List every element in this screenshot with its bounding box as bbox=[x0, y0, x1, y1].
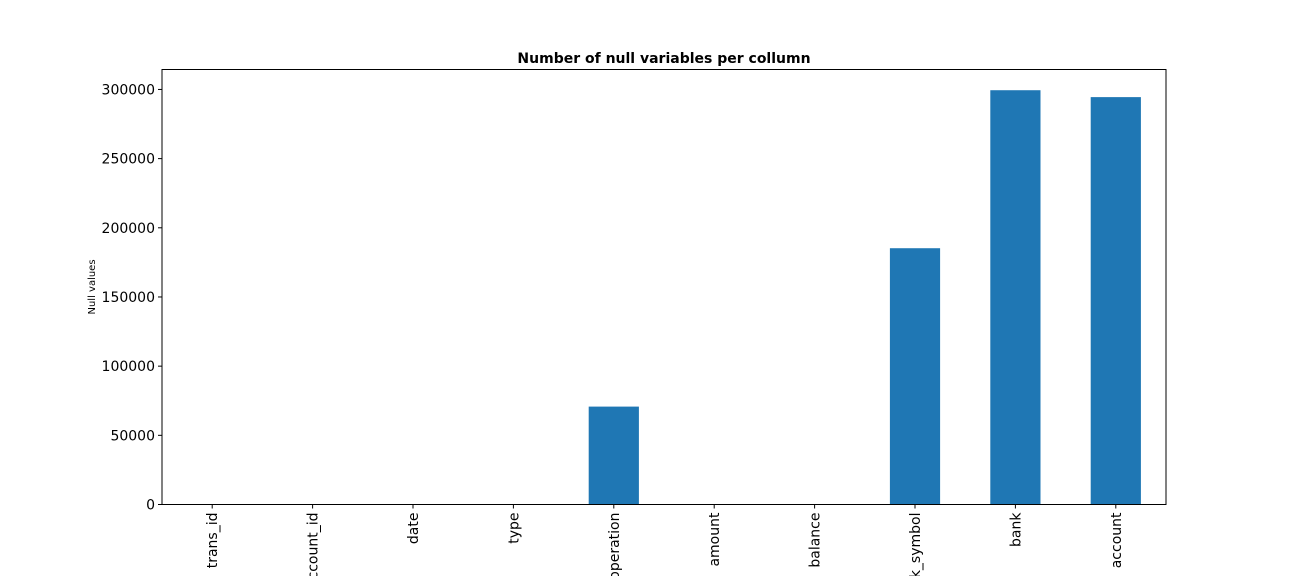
x-tick-label-operation: operation bbox=[607, 513, 623, 577]
x-tick-label-balance: balance bbox=[808, 513, 824, 568]
x-tick-label-account-id: account_id bbox=[306, 513, 322, 577]
plot-frame bbox=[161, 69, 1167, 505]
bar-k-symbol bbox=[889, 248, 941, 505]
bar-operation bbox=[588, 406, 639, 505]
y-axis-label: Null values bbox=[87, 259, 98, 314]
y-tick-label-250000: 250000 bbox=[102, 152, 155, 168]
bar-account bbox=[1090, 97, 1141, 505]
x-tick-label-type: type bbox=[506, 513, 522, 544]
x-tick-label-date: date bbox=[406, 513, 422, 545]
bars-group bbox=[588, 90, 1141, 505]
x-tick-label-trans-id: trans_id bbox=[205, 513, 221, 569]
x-axis-ticks: trans_id account_id date type operation amoun… bbox=[205, 504, 1125, 577]
y-tick-label-150000: 150000 bbox=[102, 290, 155, 306]
y-tick-label-0: 0 bbox=[146, 498, 155, 514]
x-tick-label-bank: bank bbox=[1008, 512, 1024, 547]
y-tick-label-50000: 50000 bbox=[110, 428, 155, 444]
x-tick-label-account: account bbox=[1109, 512, 1125, 568]
bar-bank bbox=[990, 90, 1041, 505]
x-tick-label-k-symbol: k_symbol bbox=[908, 513, 924, 577]
y-tick-label-100000: 100000 bbox=[102, 359, 155, 375]
chart-title: Number of null variables per collumn bbox=[517, 51, 810, 67]
y-tick-label-300000: 300000 bbox=[102, 82, 155, 98]
x-tick-label-amount: amount bbox=[707, 512, 723, 567]
y-tick-label-200000: 200000 bbox=[102, 221, 155, 237]
y-axis-ticks: 0 50000 100000 150000 200000 250000 300000 bbox=[102, 82, 162, 514]
